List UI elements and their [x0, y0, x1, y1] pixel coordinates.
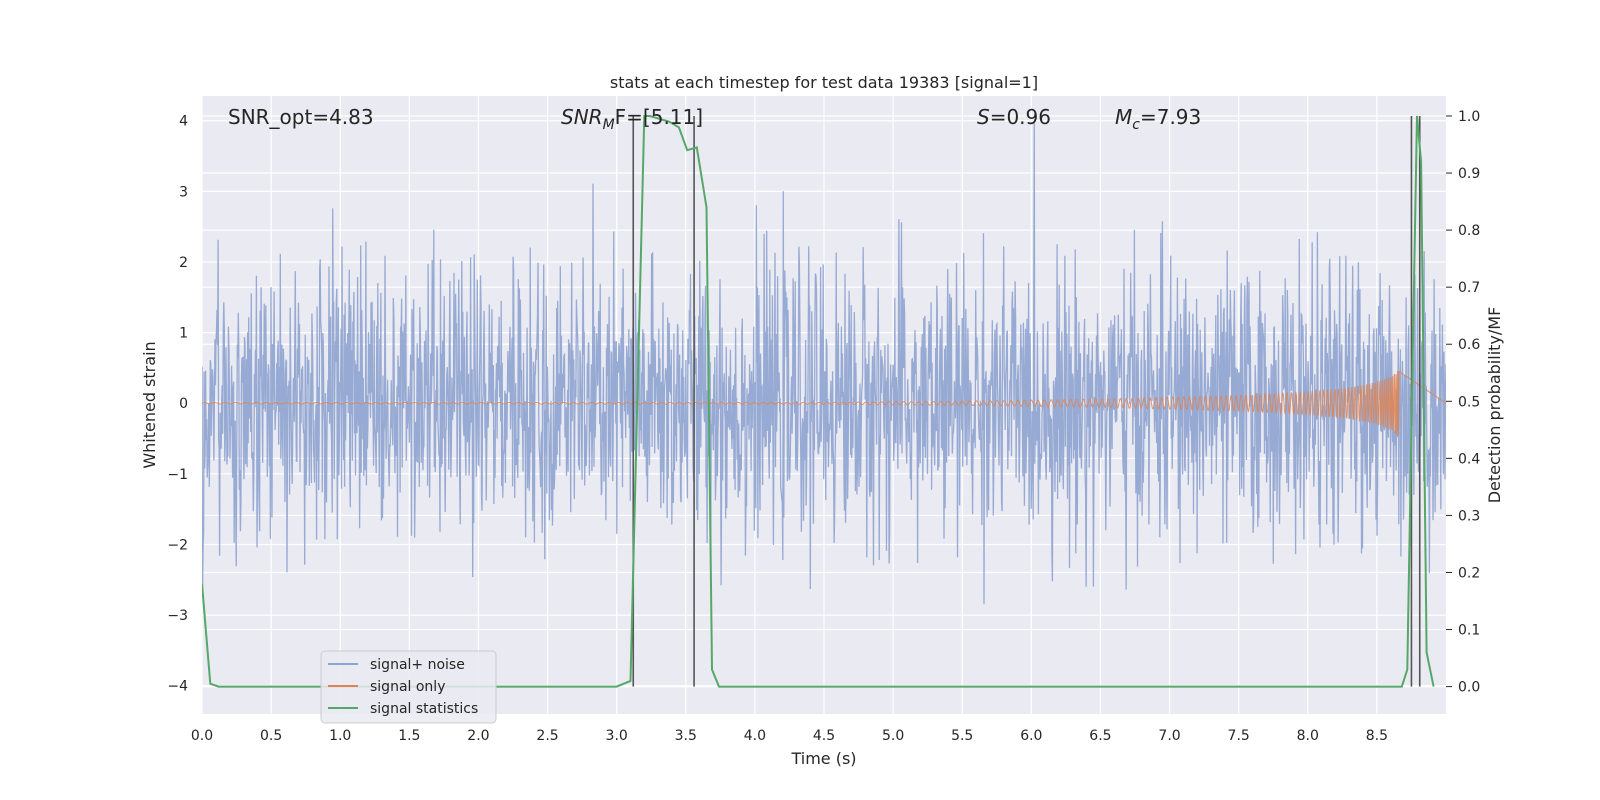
y-tick-label-2: 2 [179, 255, 188, 271]
x-tick-label-2: 1.0 [329, 728, 351, 744]
y-tick-label-3: 1 [179, 326, 188, 342]
annotation-mc-main: M [1115, 105, 1132, 129]
y-tick-label-5: −1 [167, 467, 188, 483]
y2-tick-label-9: 0.1 [1458, 623, 1480, 639]
x-tick-label-6: 3.0 [606, 728, 628, 744]
y2-axis-label: Detection probability/MF [1485, 307, 1504, 504]
legend-label-signal-noise: signal+ noise [370, 657, 465, 673]
annotation-snr-mf-sub: M [603, 117, 615, 133]
y2-tick-label-6: 0.4 [1458, 451, 1480, 467]
y-axis-label: Whitened strain [140, 341, 159, 468]
annotation-mc-rest: =7.93 [1140, 105, 1201, 129]
y-tick-label-8: −4 [167, 679, 188, 695]
y2-tick-label-2: 0.8 [1458, 223, 1480, 239]
y-tick-label-0: 4 [179, 114, 188, 130]
annotation-snr-mf-main: SNR [561, 105, 603, 129]
y2-tick-label-7: 0.3 [1458, 508, 1480, 524]
y2-tick-label-0: 1.0 [1458, 109, 1480, 125]
x-tick-label-16: 8.0 [1297, 728, 1319, 744]
annotation-snr-mf-rest: F=[5.11] [615, 105, 703, 129]
x-tick-label-5: 2.5 [536, 728, 558, 744]
x-tick-label-11: 5.5 [951, 728, 973, 744]
x-tick-label-12: 6.0 [1020, 728, 1042, 744]
x-tick-label-1: 0.5 [260, 728, 282, 744]
x-tick-label-14: 7.0 [1158, 728, 1180, 744]
y-tick-label-6: −2 [167, 537, 188, 553]
legend-box [320, 650, 497, 724]
x-tick-label-7: 3.5 [675, 728, 697, 744]
y2-ticks: 1.0 0.9 0.8 0.7 0.6 0.5 0.4 0.3 0.2 0.1 0.0 [1446, 109, 1480, 696]
annotation-snr-opt: SNR_opt=4.83 [228, 105, 374, 129]
y2-tick-label-8: 0.2 [1458, 565, 1480, 581]
y-tick-label-7: −3 [167, 608, 188, 624]
x-axis-label: Time (s) [790, 749, 856, 768]
x-tick-label-10: 5.0 [882, 728, 904, 744]
y-tick-label-1: 3 [179, 184, 188, 200]
x-tick-label-8: 4.0 [744, 728, 766, 744]
annotation-s-main: S [977, 105, 990, 129]
series-signal-only [202, 370, 1446, 436]
annotation-mc-sub: c [1132, 117, 1140, 133]
legend-label-signal-only: signal only [370, 679, 445, 695]
x-tick-label-13: 6.5 [1089, 728, 1111, 744]
statistics-series [202, 115, 1435, 688]
annotation-mc: Mc=7.93 [1115, 105, 1201, 133]
x-tick-label-15: 7.5 [1228, 728, 1250, 744]
annotation-s-rest: =0.96 [990, 105, 1051, 129]
annotation-snr-mf: SNRMF=[5.11] [561, 105, 703, 133]
chart-title: stats at each timestep for test data 193… [610, 73, 1038, 92]
x-tick-label-9: 4.5 [813, 728, 835, 744]
series-signal-statistics [202, 115, 1435, 688]
noise-series [202, 120, 1446, 605]
y2-tick-label-5: 0.5 [1458, 394, 1480, 410]
y2-tick-label-10: 0.0 [1458, 680, 1480, 696]
annotation-s: S=0.96 [977, 105, 1051, 129]
x-tick-label-4: 2.0 [467, 728, 489, 744]
signal-series [202, 370, 1446, 436]
x-tick-label-3: 1.5 [398, 728, 420, 744]
legend-label-signal-statistics: signal statistics [370, 701, 478, 717]
y2-tick-label-4: 0.6 [1458, 337, 1480, 353]
x-ticks: 0.0 0.5 1.0 1.5 2.0 2.5 3.0 3.5 4.0 4.5 5.0 5.5 6.0 6… [191, 728, 1388, 744]
legend: signal+ noise signal only signal statist… [320, 650, 497, 724]
y-ticks: 4 3 2 1 0 −1 −2 −3 −4 [167, 114, 188, 695]
series-signal-noise [202, 120, 1446, 605]
x-tick-label-0: 0.0 [191, 728, 213, 744]
y2-tick-label-1: 0.9 [1458, 166, 1480, 182]
y2-tick-label-3: 0.7 [1458, 280, 1480, 296]
y-tick-label-4: 0 [179, 396, 188, 412]
x-tick-label-17: 8.5 [1366, 728, 1388, 744]
